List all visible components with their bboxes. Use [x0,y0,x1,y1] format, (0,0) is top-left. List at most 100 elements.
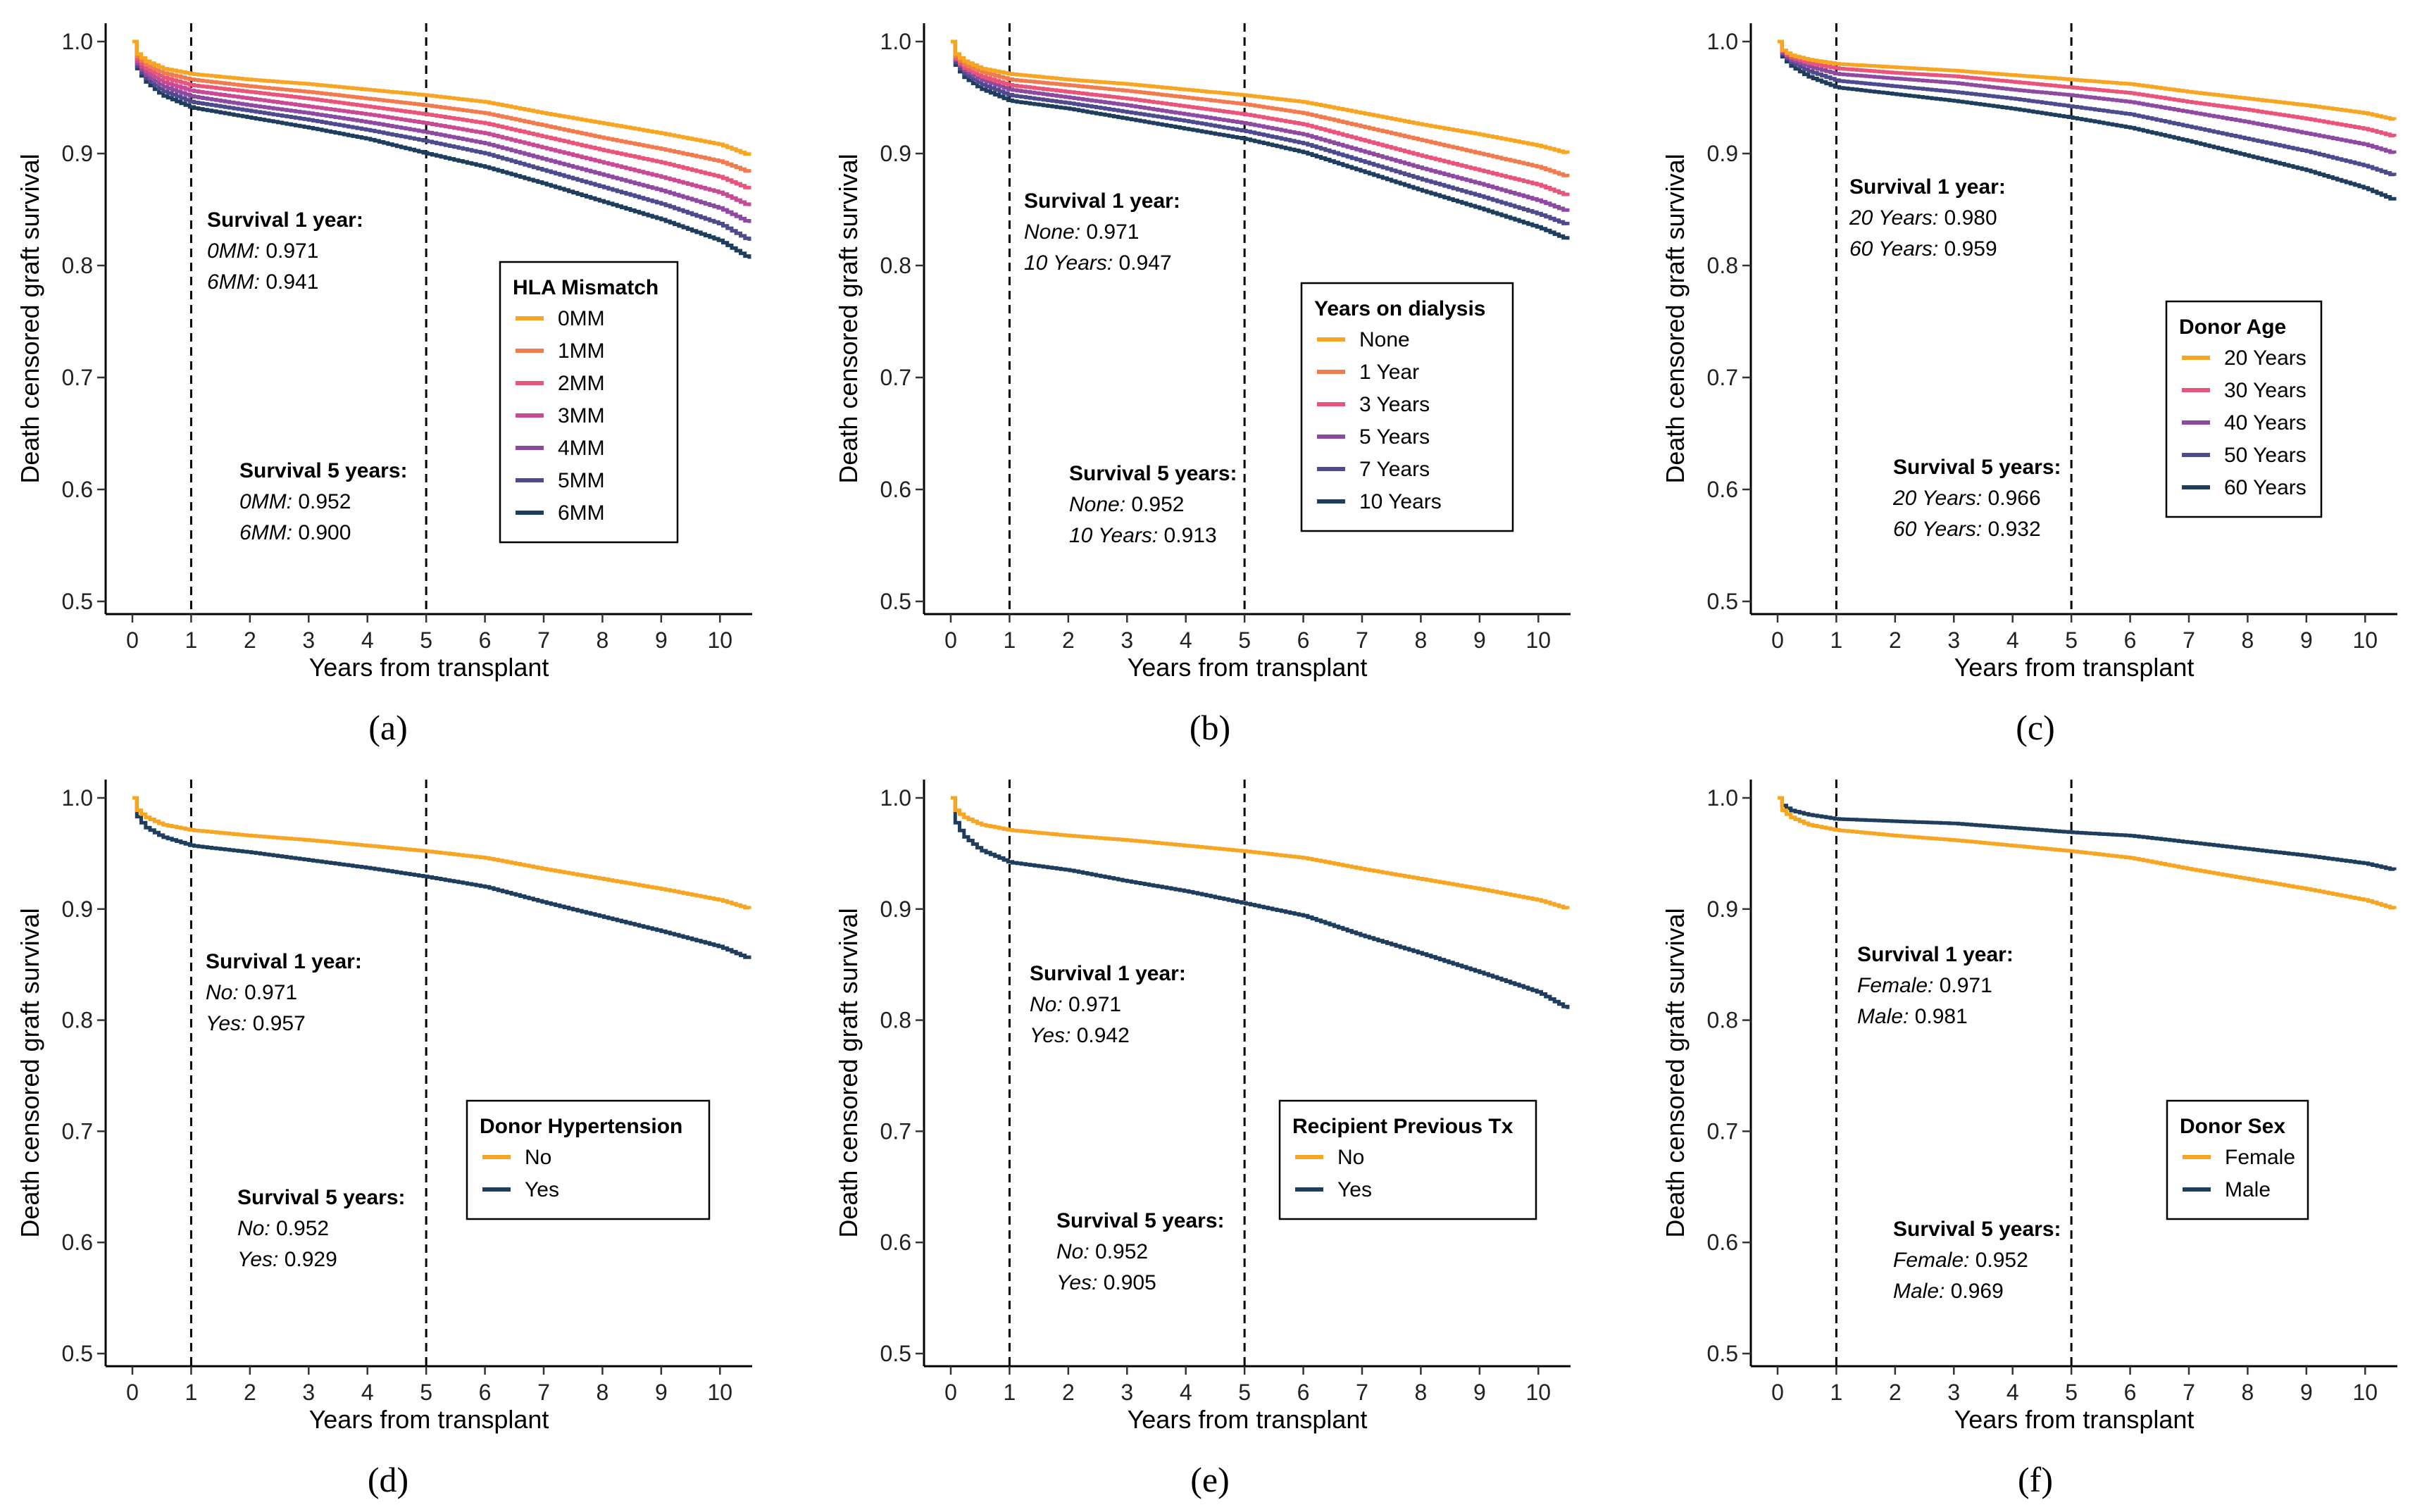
legend-label: 10 Years [1359,490,1442,513]
legend-label: 1 Year [1359,361,1419,384]
annotation-title: Survival 5 years: [1069,462,1237,485]
legend-label: 2MM [558,372,605,395]
y-tick-label: 0.9 [880,896,911,922]
annotation-value: 0.952 [270,1217,329,1240]
annotation-value: 0.947 [1113,251,1171,275]
y-tick-label: 0.5 [1707,589,1738,614]
y-axis-title: Death censored graft survival [1661,154,1690,483]
legend-box [1278,1099,1537,1220]
annotation-value: 0.952 [292,490,351,513]
x-tick-label: 4 [2006,1380,2019,1405]
annotation-line: Female: 0.952 [1893,1249,2028,1272]
annotation-line: Male: 0.969 [1893,1280,2004,1303]
annotation-line: 20 Years: 0.966 [1892,487,2041,510]
series-line-30-years [1778,39,2397,137]
x-tick-label: 3 [1947,627,1960,653]
series-line-female [1778,796,2397,910]
x-tick-label: 2 [1062,1380,1075,1405]
legend-label: Male [2225,1178,2271,1201]
x-tick-label: 8 [597,1380,609,1405]
panel-caption: (b) [1190,708,1230,747]
y-tick-label: 0.6 [1707,477,1738,502]
annotation-line: 0MM: 0.952 [239,490,351,513]
annotation-line: Female: 0.971 [1857,974,1992,997]
panel-caption: (e) [1190,1460,1230,1499]
annotation-title: Survival 1 year: [207,208,363,232]
x-tick-label: 0 [1771,627,1784,653]
legend-label: 0MM [558,307,605,330]
x-tick-label: 1 [1004,627,1016,653]
annotation-value: 0.966 [1982,487,2040,510]
x-axis-title: Years from transplant [1954,1405,2195,1434]
annotation-title: Survival 1 year: [1857,943,2014,966]
legend-label: 3 Years [1359,393,1430,416]
annotation-line: No: 0.971 [206,981,297,1004]
annotation-value: 0.952 [1125,493,1184,516]
annotation-line: Yes: 0.905 [1056,1271,1156,1294]
annotation-value: 0.981 [1909,1005,1967,1028]
x-tick-label: 8 [2242,627,2254,653]
y-tick-label: 0.7 [1707,365,1738,390]
series-line-no [132,796,751,910]
annotation-label: Yes: [1030,1024,1070,1047]
panel-e: 0 1 2 3 4 5 6 7 8 9 10 0.5 0.6 0.7 0.8 0.9 1.0 Years from… [834,780,1571,1434]
y-tick-label: 0.7 [62,365,93,390]
x-tick-label: 6 [2124,1380,2137,1405]
legend-title: Years on dialysis [1314,297,1485,320]
y-tick-label: 0.5 [880,589,911,614]
x-tick-label: 5 [420,627,432,653]
legend-label: Female [2225,1146,2295,1169]
x-tick-label: 0 [944,1380,957,1405]
annotation-title: Survival 5 years: [239,459,408,482]
annotation-title: Survival 1 year: [1849,175,2006,199]
x-tick-label: 7 [2183,627,2195,653]
x-tick-label: 3 [1121,1380,1133,1405]
x-tick-label: 10 [2352,1380,2378,1405]
annotation-value: 0.969 [1945,1280,2003,1303]
legend-label: No [525,1146,551,1169]
x-axis-title: Years from transplant [1128,1405,1368,1434]
x-tick-label: 2 [1889,627,1902,653]
y-tick-label: 0.8 [1707,1008,1738,1033]
y-tick-label: 0.5 [62,1341,93,1366]
legend-label: 3MM [558,404,605,427]
y-axis-title: Death censored graft survival [15,154,44,483]
annotation-label: 10 Years: [1069,524,1158,547]
annotation-label: Female: [1893,1249,1969,1272]
y-tick-label: 0.6 [880,1230,911,1255]
annotation-title: Survival 5 years: [1056,1209,1225,1232]
x-axis-title: Years from transplant [309,1405,549,1434]
series-line-5mm [132,39,751,241]
x-axis-title: Years from transplant [309,653,549,682]
legend-box [1300,282,1514,532]
annotation-value: 0.971 [1063,993,1121,1016]
panel-b: 0 1 2 3 4 5 6 7 8 9 10 0.5 0.6 0.7 0.8 0.9 1.0 Years from… [834,23,1571,682]
legend-label: 40 Years [2224,411,2306,435]
y-tick-label: 0.9 [62,896,93,922]
series-line-no [951,796,1570,910]
x-tick-label: 8 [597,627,609,653]
y-tick-label: 0.8 [880,1008,911,1033]
annotation-line: No: 0.952 [1056,1240,1148,1263]
annotation-label: 0MM: [207,239,260,263]
panel-d: 0 1 2 3 4 5 6 7 8 9 10 0.5 0.6 0.7 0.8 0.9 1.0 Years from… [15,780,752,1434]
legend-label: 20 Years [2224,346,2306,370]
annotation-value: 0.905 [1097,1271,1156,1294]
legend-title: HLA Mismatch [513,276,658,299]
x-tick-label: 8 [1415,627,1428,653]
x-tick-label: 3 [302,627,315,653]
panel-a: 0 1 2 3 4 5 6 7 8 9 10 0.5 0.6 0.7 0.8 0.9 1.0 Years from… [15,23,752,682]
y-tick-label: 1.0 [62,785,93,811]
series-line-3-years [951,39,1570,196]
legend-box [466,1099,711,1220]
legend-title: Donor Age [2179,315,2286,339]
series-line-yes [951,796,1570,1009]
y-tick-label: 0.5 [62,589,93,614]
annotation-label: 0MM: [239,490,292,513]
y-tick-label: 0.9 [1707,896,1738,922]
annotation-line: 60 Years: 0.959 [1849,237,1997,261]
y-tick-label: 0.6 [1707,1230,1738,1255]
x-tick-label: 8 [1415,1380,1428,1405]
x-tick-label: 10 [707,1380,732,1405]
